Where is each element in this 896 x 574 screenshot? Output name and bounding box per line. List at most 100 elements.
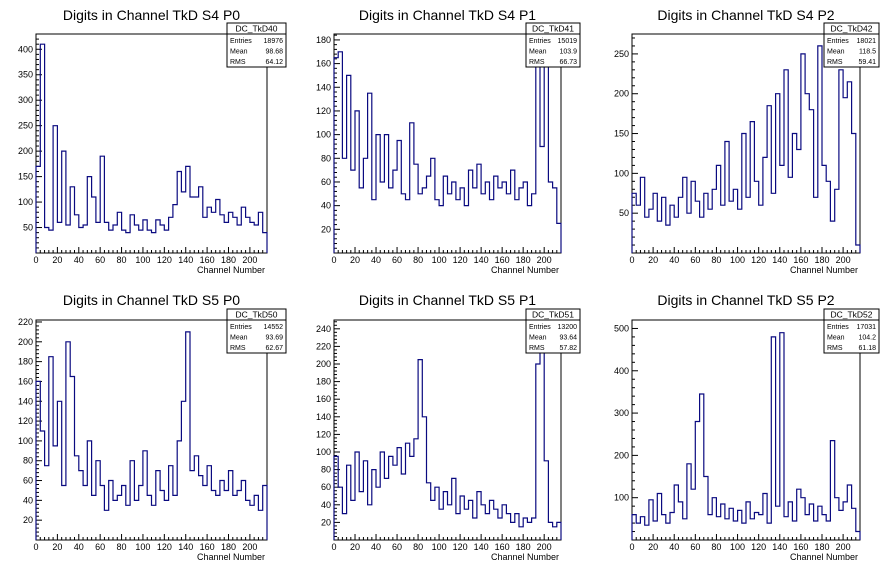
stats-box-frame — [525, 22, 581, 68]
y-tick-label: 150 — [18, 172, 33, 182]
x-tick-label: 100 — [432, 255, 447, 265]
y-tick-label: 200 — [316, 359, 331, 369]
x-tick-label: 100 — [135, 542, 150, 552]
x-tick-label: 40 — [669, 255, 679, 265]
y-tick-label: 80 — [321, 153, 331, 163]
histogram-line — [631, 332, 861, 540]
x-axis-label: Channel Number — [790, 552, 858, 562]
stats-value: 61.18 — [858, 345, 876, 352]
y-tick-label: 20 — [321, 517, 331, 527]
y-tick-label: 250 — [614, 49, 629, 59]
x-tick-label: 60 — [392, 255, 402, 265]
y-tick-label: 200 — [614, 89, 629, 99]
y-tick-label: 300 — [18, 95, 33, 105]
y-tick-label: 140 — [316, 82, 331, 92]
chart-title: Digits in Channel TkD S4 P2 — [657, 7, 834, 23]
x-tick-label: 140 — [178, 255, 193, 265]
x-tick-label: 0 — [331, 542, 336, 552]
y-tick-label: 40 — [321, 500, 331, 510]
y-tick-label: 60 — [321, 482, 331, 492]
stats-label: RMS — [529, 345, 545, 352]
y-tick-label: 40 — [321, 201, 331, 211]
y-tick-label: 20 — [321, 224, 331, 234]
histogram-line — [333, 51, 562, 253]
x-axis-label: Channel Number — [790, 265, 858, 275]
y-tick-label: 140 — [316, 412, 331, 422]
y-tick-label: 180 — [18, 357, 33, 367]
y-tick-label: 160 — [18, 376, 33, 386]
x-tick-label: 200 — [836, 542, 851, 552]
chart-title: Digits in Channel TkD S5 P1 — [359, 292, 536, 308]
stats-label: RMS — [827, 59, 843, 66]
x-tick-label: 20 — [350, 542, 360, 552]
stats-box: DC_TkD52 Entries 17031 Mean 104.2 RMS 61.18 — [823, 308, 880, 354]
y-tick-label: 160 — [316, 59, 331, 69]
x-tick-label: 200 — [242, 542, 257, 552]
histogram-line — [333, 328, 562, 540]
histogram-line — [35, 43, 268, 253]
stats-name: DC_TkD42 — [830, 24, 872, 34]
stats-value: 15019 — [558, 38, 578, 45]
x-tick-label: 180 — [221, 542, 236, 552]
x-tick-label: 200 — [537, 542, 552, 552]
y-tick-label: 60 — [321, 177, 331, 187]
y-tick-label: 60 — [23, 476, 33, 486]
histogram-panel-3: Digits in Channel TkD S5 P0 0 20 40 60 80 100 1… — [18, 292, 287, 562]
stats-label: RMS — [827, 345, 843, 352]
stats-value: 93.64 — [559, 335, 577, 342]
chart-title: Digits in Channel TkD S5 P2 — [657, 292, 834, 308]
stats-label: Mean — [230, 335, 248, 342]
x-tick-label: 20 — [52, 542, 62, 552]
x-tick-label: 40 — [74, 542, 84, 552]
x-tick-label: 0 — [629, 255, 634, 265]
x-tick-label: 20 — [52, 255, 62, 265]
x-tick-label: 20 — [648, 255, 658, 265]
x-tick-label: 140 — [474, 255, 489, 265]
stats-value: 18976 — [264, 38, 284, 45]
x-tick-label: 140 — [772, 542, 787, 552]
y-tick-label: 160 — [316, 394, 331, 404]
stats-label: Mean — [529, 335, 547, 342]
stats-name: DC_TkD40 — [235, 24, 277, 34]
x-tick-label: 160 — [200, 542, 215, 552]
x-tick-label: 100 — [432, 542, 447, 552]
y-tick-label: 200 — [614, 450, 629, 460]
stats-label: Entries — [230, 38, 252, 45]
y-tick-label: 20 — [23, 515, 33, 525]
x-tick-label: 100 — [730, 542, 745, 552]
stats-label: Entries — [827, 324, 849, 331]
x-tick-label: 120 — [157, 542, 172, 552]
y-tick-label: 400 — [614, 366, 629, 376]
y-tick-label: 100 — [18, 197, 33, 207]
x-tick-label: 120 — [157, 255, 172, 265]
y-tick-label: 400 — [18, 44, 33, 54]
x-tick-label: 160 — [495, 255, 510, 265]
x-tick-label: 80 — [711, 542, 721, 552]
histogram-panel-2: Digits in Channel TkD S4 P2 0 20 40 60 80 100 1… — [614, 7, 880, 275]
x-tick-label: 80 — [413, 542, 423, 552]
y-tick-label: 180 — [316, 377, 331, 387]
x-tick-label: 200 — [242, 255, 257, 265]
x-tick-label: 60 — [95, 542, 105, 552]
histogram-panel-0: Digits in Channel TkD S4 P0 0 20 40 60 80 100 1… — [18, 7, 287, 275]
stats-value: 14552 — [264, 324, 284, 331]
x-tick-label: 0 — [33, 542, 38, 552]
x-tick-label: 160 — [200, 255, 215, 265]
x-tick-label: 180 — [814, 542, 829, 552]
y-tick-label: 120 — [316, 106, 331, 116]
y-tick-label: 100 — [18, 436, 33, 446]
stats-label: Entries — [827, 38, 849, 45]
stats-value: 66.73 — [559, 59, 577, 66]
y-tick-label: 100 — [316, 447, 331, 457]
y-tick-label: 220 — [18, 317, 33, 327]
y-tick-label: 500 — [614, 323, 629, 333]
x-tick-label: 0 — [629, 542, 634, 552]
y-tick-label: 220 — [316, 341, 331, 351]
stats-box: DC_TkD41 Entries 15019 Mean 103.9 RMS 66.73 — [525, 22, 581, 68]
histogram-line — [35, 331, 268, 540]
stats-box-frame — [226, 22, 287, 68]
y-tick-label: 300 — [614, 408, 629, 418]
x-tick-label: 140 — [178, 542, 193, 552]
x-tick-label: 40 — [371, 542, 381, 552]
